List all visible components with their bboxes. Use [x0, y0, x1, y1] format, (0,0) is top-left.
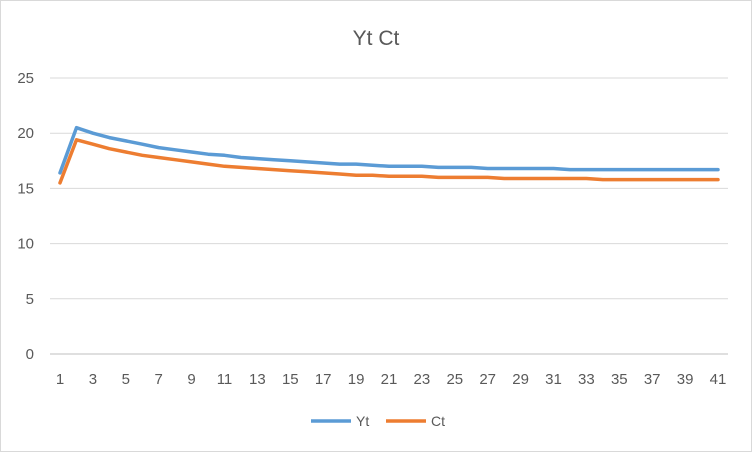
x-tick-label-35: 35 [611, 371, 628, 388]
x-tick-label-23: 23 [414, 371, 431, 388]
x-tick-label-7: 7 [155, 371, 163, 388]
legend-label-yt: Yt [356, 413, 369, 429]
gridlines [50, 77, 728, 355]
x-tick-label-21: 21 [381, 371, 398, 388]
x-tick-label-41: 41 [710, 371, 727, 388]
chart-title: Yt Ct [353, 27, 400, 50]
y-tick-label-10: 10 [17, 236, 34, 253]
x-tick-label-25: 25 [446, 371, 463, 388]
x-tick-label-39: 39 [677, 371, 694, 388]
series-lines [58, 125, 720, 185]
series-line-yt [58, 125, 720, 175]
x-tick-label-33: 33 [578, 371, 595, 388]
x-axis-tick-labels: 1 3 5 7 9 11 13 15 17 19 21 23 25 27 29 31 33 35 37 39 41 [56, 371, 727, 388]
x-tick-label-31: 31 [545, 371, 562, 388]
legend-label-ct: Ct [431, 413, 445, 429]
x-tick-label-5: 5 [122, 371, 130, 388]
x-tick-label-13: 13 [249, 371, 266, 388]
y-tick-label-0: 0 [26, 346, 34, 363]
legend: Yt Ct [311, 413, 445, 429]
x-tick-label-15: 15 [282, 371, 299, 388]
x-tick-label-29: 29 [512, 371, 529, 388]
y-axis-tick-labels: 0 5 10 15 20 25 [17, 70, 34, 363]
x-tick-label-1: 1 [56, 371, 64, 388]
series-line-ct [58, 138, 720, 185]
y-tick-label-20: 20 [17, 125, 34, 142]
x-tick-label-17: 17 [315, 371, 332, 388]
y-tick-label-5: 5 [26, 291, 34, 308]
y-tick-label-15: 15 [17, 180, 34, 197]
x-tick-label-19: 19 [348, 371, 365, 388]
x-tick-label-11: 11 [217, 371, 233, 388]
y-tick-label-25: 25 [17, 70, 34, 87]
x-tick-label-9: 9 [187, 371, 195, 388]
x-tick-label-37: 37 [644, 371, 661, 388]
x-tick-label-3: 3 [89, 371, 97, 388]
x-tick-label-27: 27 [479, 371, 496, 388]
